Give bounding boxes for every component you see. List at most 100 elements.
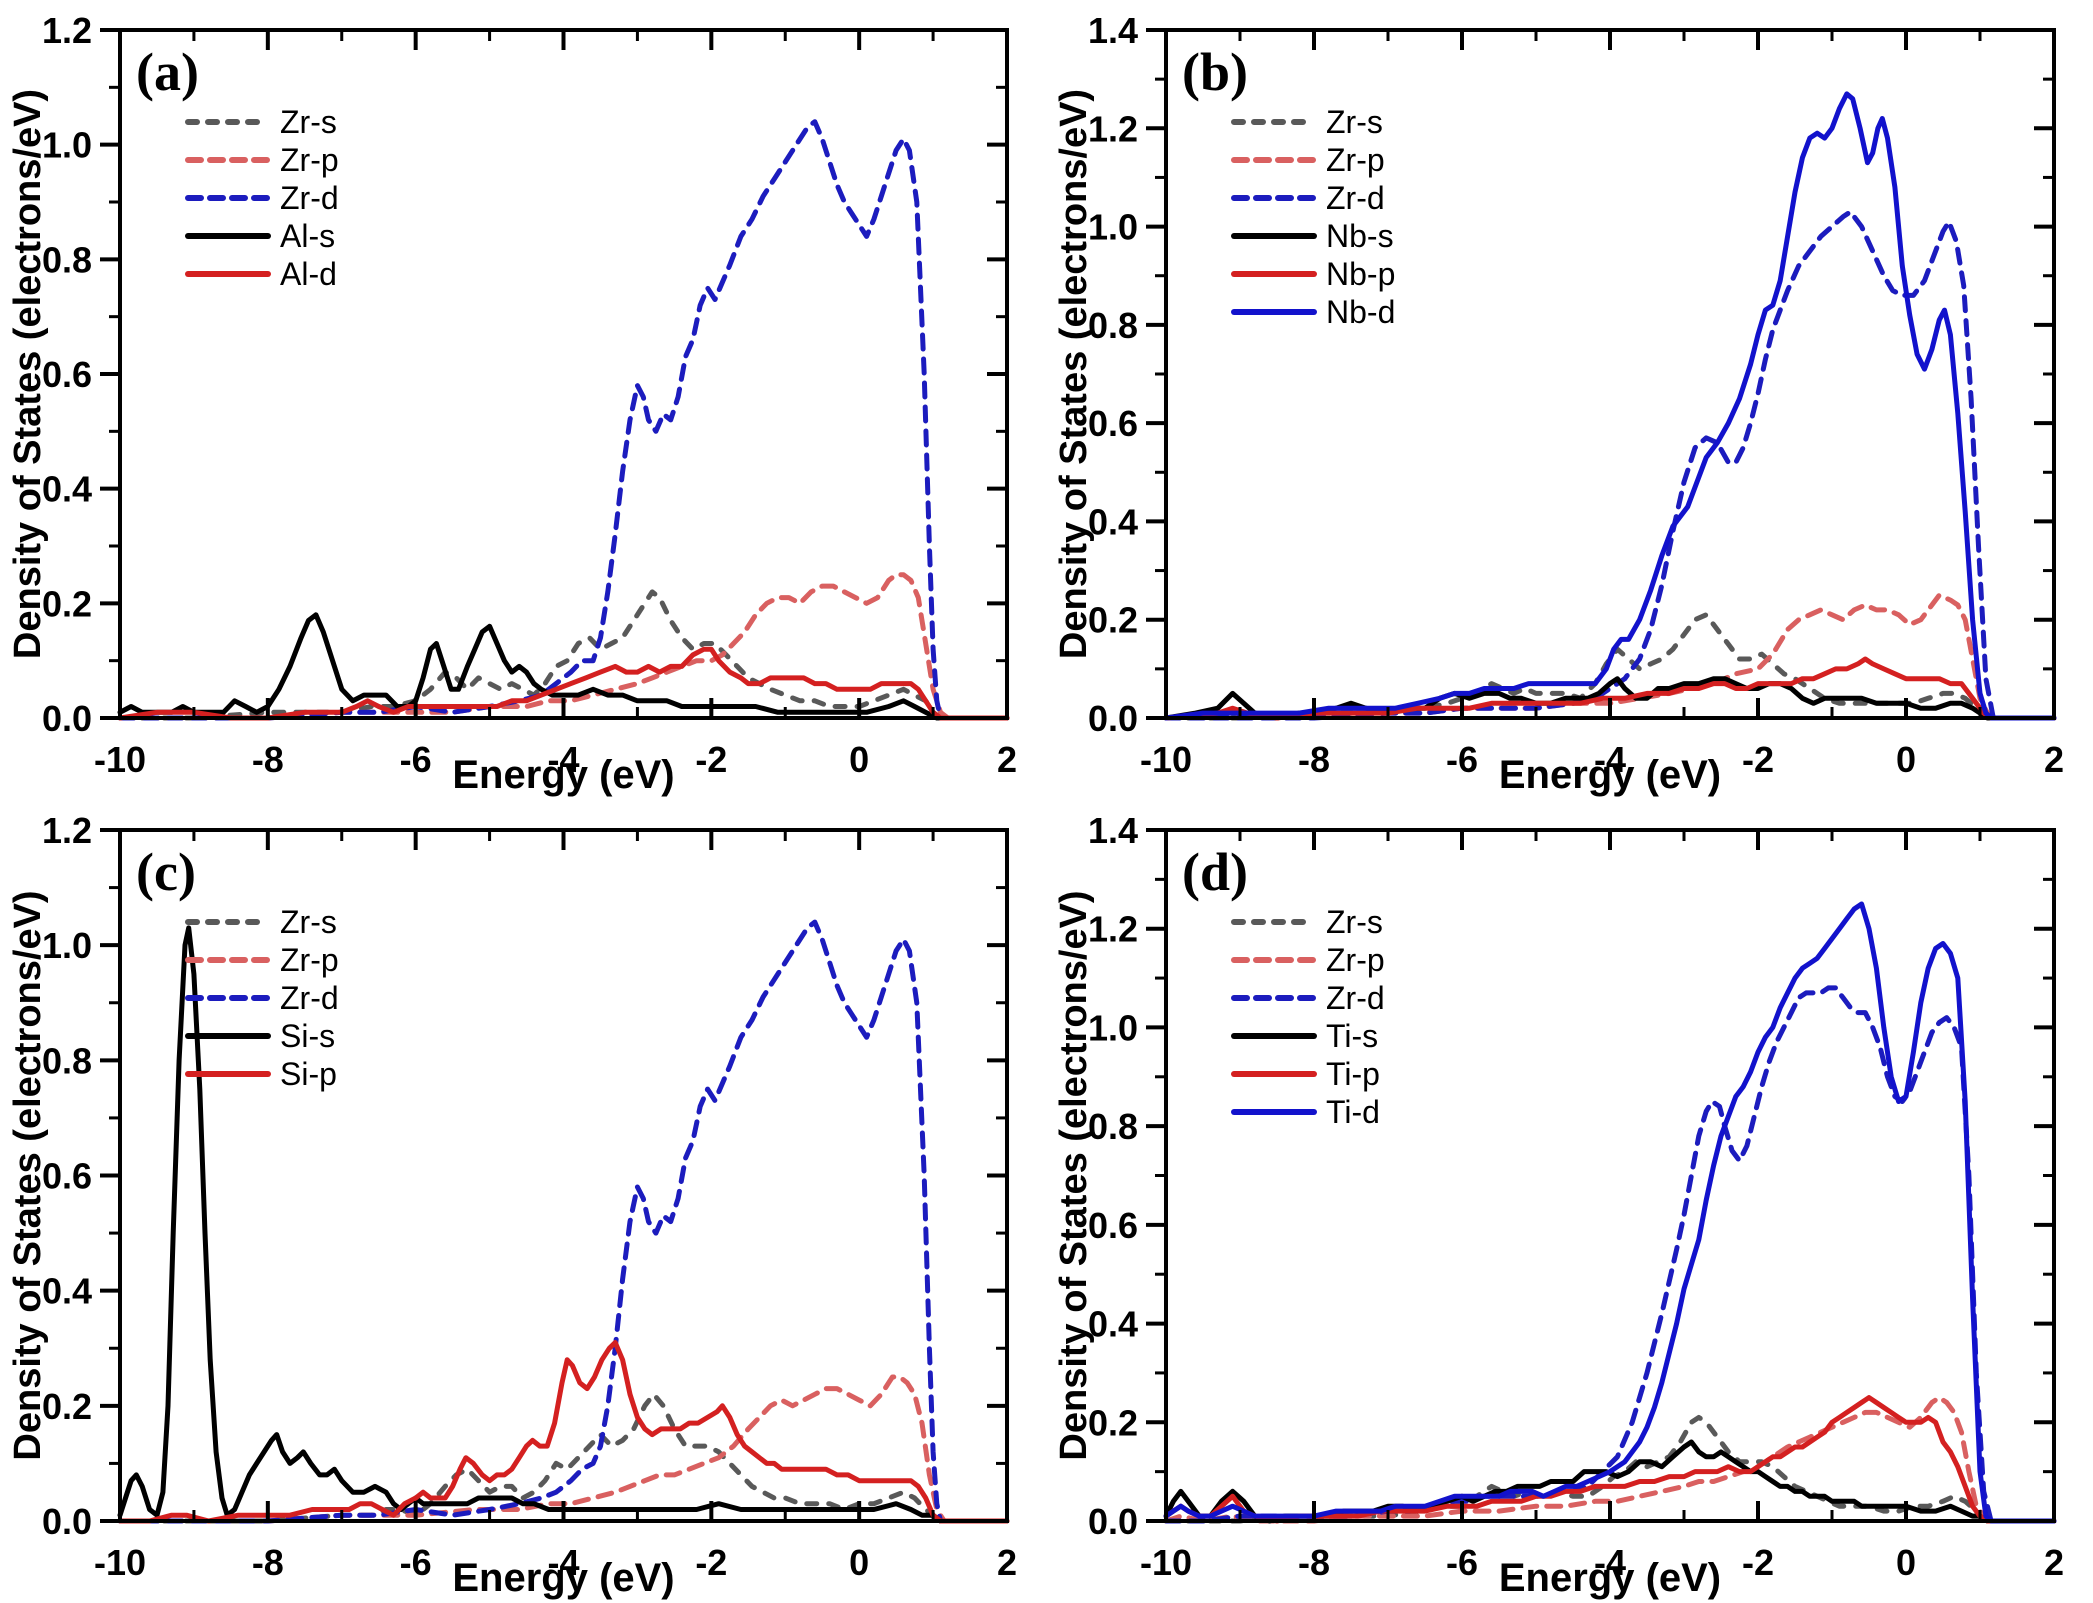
legend-label-zr-p: Zr-p [280,942,339,978]
y-tick-label: 0.2 [42,583,92,624]
series-zr-d-curve [117,119,1010,721]
series-zr-d-curve [1163,985,2057,1524]
series-nb-d-curve [1163,91,2057,721]
series-zr-p-curve [1163,1395,2057,1524]
x-tick-label: -6 [400,1542,432,1583]
legend: Zr-sZr-pZr-dSi-sSi-p [185,904,339,1092]
x-tick-label: -4 [547,739,579,780]
legend-label-zr-d: Zr-d [280,180,339,216]
y-tick-label: 0.8 [1088,305,1138,346]
axis-ticks [100,28,1009,720]
x-tick-label: -10 [94,739,146,780]
series-curves [1163,91,2057,721]
y-tick-label: 0.2 [1088,1402,1138,1443]
legend: Zr-sZr-pZr-dNb-sNb-pNb-d [1231,104,1395,330]
x-tick-label: -2 [695,739,727,780]
series-curves [117,119,1010,721]
series-zr-d-curve [1163,209,2057,721]
y-tick-label: 0.4 [42,1271,92,1312]
panel-a-chart: -10 -8 -6 -4 -2 0 2 0.0 0.2 0.4 0.6 0.8 1.0 1.2 Energy… [7,10,1017,797]
series-zr-d-curve [117,919,1010,1524]
series-zr-p-curve [117,1374,1010,1524]
y-tick-label: 1.0 [42,125,92,166]
y-tick-label: 0.6 [42,354,92,395]
x-tick-label: -4 [1594,1542,1626,1583]
y-tick-label: 0.6 [1088,1205,1138,1246]
legend-label-zr-p: Zr-p [1326,142,1385,178]
legend-label-zr-d: Zr-d [280,980,339,1016]
y-tick-label: 0.0 [1088,1501,1138,1542]
y-tick-label: 0.4 [1088,501,1138,542]
y-tick-label: 1.2 [42,810,92,851]
y-tick-label: 1.0 [1088,1007,1138,1048]
x-tick-label: -6 [1446,1542,1478,1583]
legend-label-nb-s: Nb-s [1326,218,1394,254]
legend-label-al-s: Al-s [280,218,335,254]
y-tick-label: 0.6 [42,1156,92,1197]
y-tick-label: 1.2 [1088,909,1138,950]
x-tick-label: 0 [849,1542,869,1583]
x-tick-label: -6 [400,739,432,780]
y-tick-label: 1.0 [42,925,92,966]
panel-letter: (c) [136,842,196,902]
series-al-s-curve [117,612,1010,721]
series-curves [117,919,1010,1524]
panel-c-chart: -10 -8 -6 -4 -2 0 2 0.0 0.2 0.4 0.6 0.8 1.0 1.2 Energy… [7,810,1017,1600]
y-tick-label: 0.8 [42,239,92,280]
legend-label-zr-s: Zr-s [1326,904,1383,940]
tick-labels: -10 -8 -6 -4 -2 0 2 0.0 0.2 0.4 0.6 0.8 1.0 1.2 [42,810,1017,1583]
y-tick-label: 0.2 [1088,600,1138,641]
x-tick-label: -10 [1140,1542,1192,1583]
legend: Zr-sZr-pZr-dAl-sAl-d [185,104,339,292]
y-tick-label: 1.2 [42,10,92,51]
tick-labels: -10 -8 -6 -4 -2 0 2 0.0 0.2 0.4 0.6 0.8 1.0 1.2 1.4 [1088,10,2064,780]
series-nb-p-curve [1163,656,2057,721]
series-curves [1163,901,2057,1524]
panel-b: -10 -8 -6 -4 -2 0 2 0.0 0.2 0.4 0.6 0.8 1.0 1.2 1.4 Ene… [1046,0,2093,800]
y-tick-label: 0.4 [42,469,92,510]
legend-label-nb-p: Nb-p [1326,256,1395,292]
tick-labels: -10 -8 -6 -4 -2 0 2 0.0 0.2 0.4 0.6 0.8 1.0 1.2 1.4 [1088,810,2064,1583]
x-tick-label: -10 [94,1542,146,1583]
legend-label-ti-p: Ti-p [1326,1056,1380,1092]
panel-a: -10 -8 -6 -4 -2 0 2 0.0 0.2 0.4 0.6 0.8 1.0 1.2 Energy… [0,0,1046,800]
x-tick-label: 0 [849,739,869,780]
legend-label-zr-s: Zr-s [1326,104,1383,140]
series-al-d-curve [117,646,1010,721]
x-tick-label: -6 [1446,739,1478,780]
x-tick-label: 2 [997,1542,1017,1583]
panel-c: -10 -8 -6 -4 -2 0 2 0.0 0.2 0.4 0.6 0.8 1.0 1.2 Energy… [0,800,1046,1603]
axis-frame [1164,28,2056,720]
panel-letter: (d) [1182,842,1248,902]
series-nb-s-curve [1163,676,2057,721]
x-tick-label: 2 [997,739,1017,780]
series-si-p-curve [117,1340,1010,1524]
legend-label-zr-s: Zr-s [280,104,337,140]
x-axis-title: Energy (eV) [452,1556,674,1600]
x-tick-label: 0 [1896,1542,1916,1583]
tick-labels: -10 -8 -6 -4 -2 0 2 0.0 0.2 0.4 0.6 0.8 1.0 1.2 [42,10,1017,780]
x-tick-label: -4 [1594,739,1626,780]
x-tick-label: 2 [2044,1542,2064,1583]
legend-label-zr-d: Zr-d [1326,980,1385,1016]
legend-label-ti-d: Ti-d [1326,1094,1380,1130]
series-ti-d-curve [1163,901,2057,1524]
x-tick-label: -8 [1298,739,1330,780]
legend-label-ti-s: Ti-s [1326,1018,1378,1054]
x-tick-label: -2 [1742,1542,1774,1583]
y-axis-title: Density of States (electrons/eV) [7,890,49,1460]
legend-label-zr-d: Zr-d [1326,180,1385,216]
y-tick-label: 0.0 [1088,698,1138,739]
y-axis-title: Density of States (electrons/eV) [1053,890,1095,1460]
y-tick-label: 0.8 [42,1040,92,1081]
x-tick-label: -8 [1298,1542,1330,1583]
axis-frame [118,28,1009,720]
x-axis-title: Energy (eV) [1499,753,1721,797]
legend-label-zr-s: Zr-s [280,904,337,940]
legend-label-al-d: Al-d [280,256,337,292]
x-tick-label: -8 [252,1542,284,1583]
x-tick-label: 2 [2044,739,2064,780]
y-tick-label: 0.0 [42,698,92,739]
series-zr-s-curve [1163,1414,2057,1524]
y-tick-label: 1.2 [1088,108,1138,149]
